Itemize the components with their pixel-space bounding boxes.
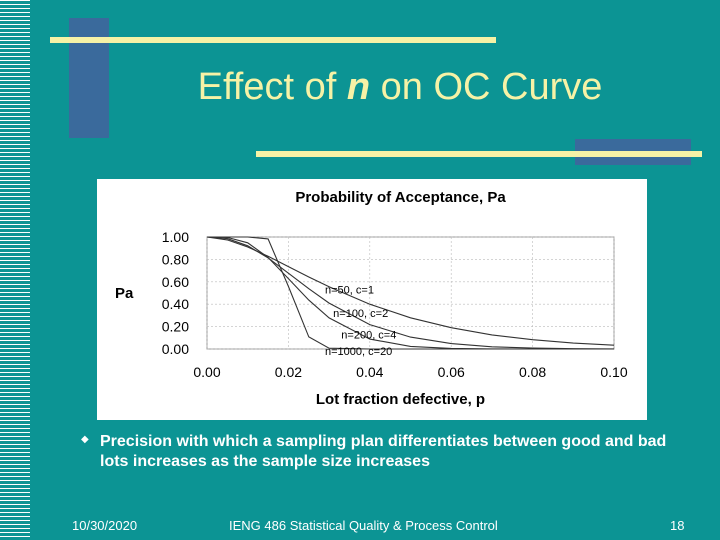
series-line bbox=[206, 236, 614, 350]
x-tick-label: 0.10 bbox=[600, 364, 627, 380]
y-tick-label: 0.40 bbox=[162, 296, 189, 312]
series-label: n=1000, c=20 bbox=[325, 346, 392, 358]
x-axis-label: Lot fraction defective, p bbox=[316, 391, 485, 408]
series-label: n=100, c=2 bbox=[333, 308, 388, 320]
y-tick-label: 0.60 bbox=[162, 274, 189, 290]
title-emphasis: n bbox=[346, 66, 371, 108]
series-line bbox=[206, 236, 615, 346]
title-suffix: on OC Curve bbox=[370, 66, 603, 108]
title-prefix: Effect of bbox=[197, 66, 347, 108]
y-tick-label: 0.00 bbox=[162, 341, 189, 357]
oc-chart: Probability of Acceptance, Pa 0.00 0.02 0.0… bbox=[97, 179, 647, 420]
x-tick-label: 0.02 bbox=[275, 364, 302, 380]
x-tick-label: 0.00 bbox=[193, 364, 220, 380]
series-label: n=200, c=4 bbox=[341, 329, 396, 341]
plot-area bbox=[206, 236, 615, 350]
x-tick-label: 0.08 bbox=[519, 364, 546, 380]
oc-chart-svg: Probability of Acceptance, Pa 0.00 0.02 0.0… bbox=[115, 189, 628, 408]
x-tick-label: 0.04 bbox=[356, 364, 383, 380]
diamond-bullet-icon: ◆ bbox=[81, 434, 89, 445]
accent-block-top bbox=[69, 18, 109, 138]
accent-line-right bbox=[256, 151, 702, 157]
series-label: n=50, c=1 bbox=[325, 285, 374, 297]
footer-page-number: 18 bbox=[670, 518, 685, 533]
chart-title: Probability of Acceptance, Pa bbox=[295, 189, 506, 206]
y-tick-label: 0.20 bbox=[162, 319, 189, 335]
x-tick-label: 0.06 bbox=[438, 364, 465, 380]
series-line bbox=[206, 236, 615, 350]
y-tick-label: 0.80 bbox=[162, 251, 189, 267]
y-tick-label: 1.00 bbox=[162, 229, 189, 245]
footer-date: 10/30/2020 bbox=[72, 518, 138, 533]
bullet-text: Precision with which a sampling plan dif… bbox=[100, 433, 667, 470]
accent-line-top bbox=[50, 37, 496, 43]
left-stripe-decoration bbox=[0, 0, 30, 540]
series-line bbox=[207, 236, 614, 350]
slide-title: Effect of n on OC Curve bbox=[120, 66, 680, 109]
footer-course: IENG 486 Statistical Quality & Process C… bbox=[229, 518, 498, 533]
y-axis-label: Pa bbox=[115, 285, 134, 302]
